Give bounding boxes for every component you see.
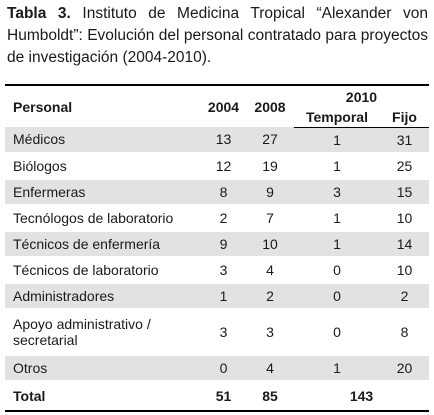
value-cell: 20: [380, 354, 429, 382]
staff-table: Personal 2004 2008 2010 Temporal Fijo Mé…: [5, 84, 429, 412]
value-cell: 10: [380, 256, 429, 284]
value-cell: 10: [246, 230, 294, 258]
value-cell: 3: [201, 308, 246, 356]
value-cell: 19: [246, 152, 294, 180]
row-label: Apoyo administrativo / secretarial: [5, 308, 201, 356]
table-row: Otros 0 4 1 20: [5, 354, 429, 382]
value-cell: 15: [380, 178, 429, 206]
table-row: Médicos 13 27 1 31: [5, 127, 429, 154]
header-cell: 2004: [201, 84, 246, 127]
header-cell: 2010: [294, 84, 429, 107]
total-label: Total: [5, 380, 201, 412]
value-cell: 9: [201, 230, 246, 258]
table-row: Técnicos de laboratorio 3 4 0 10: [5, 256, 429, 284]
value-cell: 31: [380, 127, 429, 154]
value-cell: 8: [201, 178, 246, 206]
table-footer: Total 51 85 143: [5, 380, 429, 412]
value-cell: 2: [201, 204, 246, 232]
value-cell: 1: [294, 230, 380, 258]
value-cell: 8: [380, 308, 429, 356]
value-cell: 1: [294, 204, 380, 232]
table-row: Enfermeras 8 9 3 15: [5, 178, 429, 206]
value-cell: 0: [294, 308, 380, 356]
value-cell: 10: [380, 204, 429, 232]
value-cell: 2: [380, 282, 429, 310]
header-cell: Temporal: [294, 107, 380, 128]
header-cell: 2008: [246, 84, 294, 127]
row-label: Administradores: [5, 282, 201, 310]
value-cell: 7: [246, 204, 294, 232]
value-cell: 4: [246, 354, 294, 382]
table-row: Administradores 1 2 0 2: [5, 282, 429, 310]
value-cell: 3: [294, 178, 380, 206]
header-cell: Fijo: [380, 107, 429, 128]
total-cell: 51: [201, 380, 246, 412]
row-label: Enfermeras: [5, 178, 201, 206]
value-cell: 1: [294, 127, 380, 154]
value-cell: 12: [201, 152, 246, 180]
row-label: Tecnólogos de laboratorio: [5, 204, 201, 232]
header-row: Personal 2004 2008 2010: [5, 84, 429, 127]
value-cell: 3: [201, 256, 246, 284]
caption-label: Tabla 3.: [7, 5, 71, 22]
value-cell: 2: [246, 282, 294, 310]
header-cell: Personal: [5, 84, 201, 127]
table-header: Personal 2004 2008 2010 Temporal Fijo: [5, 84, 429, 128]
row-label: Técnicos de laboratorio: [5, 256, 201, 284]
value-cell: 0: [294, 256, 380, 284]
value-cell: 1: [201, 282, 246, 310]
row-label: Biólogos: [5, 152, 201, 180]
table-body: Médicos 13 27 1 31 Biólogos 12 19 1 25 Enfermeras 8…: [5, 127, 429, 382]
table-row: Biólogos 12 19 1 25: [5, 152, 429, 180]
caption-text: Instituto de Medicina Tropical “Alexande…: [7, 5, 428, 66]
table-row: Apoyo administrativo / secretarial 3 3 0 8: [5, 308, 429, 356]
table-row: Tecnólogos de laboratorio 2 7 1 10: [5, 204, 429, 232]
total-row: Total 51 85 143: [5, 380, 429, 412]
value-cell: 27: [246, 127, 294, 154]
value-cell: 9: [246, 178, 294, 206]
caption: Tabla 3. Instituto de Medicina Tropical …: [7, 3, 428, 69]
total-cell: 85: [246, 380, 294, 412]
value-cell: 4: [246, 256, 294, 284]
total-cell: 143: [294, 380, 429, 412]
header-row: Temporal Fijo: [5, 107, 429, 128]
row-label: Técnicos de enfermería: [5, 230, 201, 258]
value-cell: 14: [380, 230, 429, 258]
row-label: Médicos: [5, 127, 201, 154]
value-cell: 13: [201, 127, 246, 154]
value-cell: 1: [294, 152, 380, 180]
value-cell: 1: [294, 354, 380, 382]
value-cell: 0: [294, 282, 380, 310]
row-label: Otros: [5, 354, 201, 382]
value-cell: 3: [246, 308, 294, 356]
value-cell: 25: [380, 152, 429, 180]
value-cell: 0: [201, 354, 246, 382]
table-row: Técnicos de enfermería 9 10 1 14: [5, 230, 429, 258]
